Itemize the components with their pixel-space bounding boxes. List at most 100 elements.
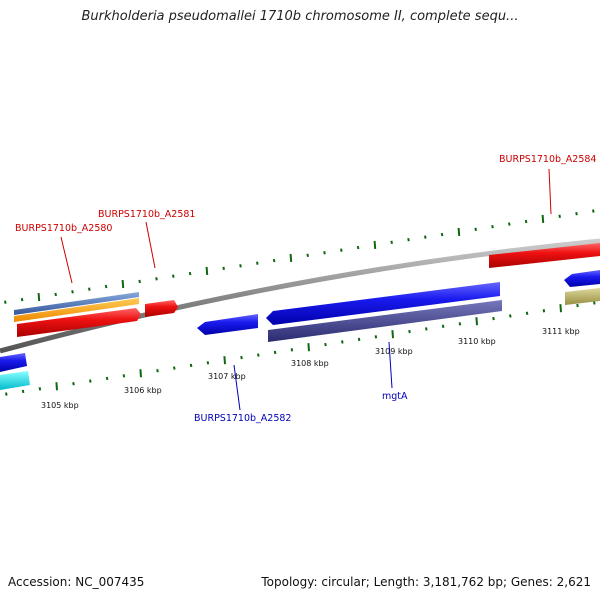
gc-tick	[425, 327, 428, 331]
gene-label-leader	[60, 236, 73, 284]
gc-tick	[441, 324, 445, 329]
gc-tick	[272, 258, 276, 263]
gene-label-leader	[548, 168, 552, 215]
gc-tick	[407, 238, 410, 242]
gc-tick	[206, 361, 210, 365]
rna-feature-steelblue[interactable]	[14, 292, 139, 315]
ruler-tick-label: 3106 kbp	[124, 386, 162, 395]
gc-ticks-upper	[4, 209, 595, 304]
gene-arrow-reverse[interactable]	[197, 314, 258, 335]
gc-tick	[189, 363, 193, 368]
gc-tick	[205, 266, 209, 276]
topology-text: Topology: circular; Length: 3,181,762 bp…	[261, 575, 591, 589]
gc-tick	[307, 343, 310, 352]
gc-tick	[104, 284, 108, 289]
gc-tick	[188, 271, 192, 276]
gene-label[interactable]: mgtA	[382, 391, 408, 402]
ruler-tick-label: 3109 kbp	[375, 347, 413, 356]
gc-tick	[492, 316, 495, 321]
gene-label-leader	[388, 341, 393, 389]
gc-tick	[21, 389, 25, 394]
gc-tick	[88, 287, 91, 291]
gene-arrow-reverse[interactable]	[266, 282, 500, 325]
gc-tick	[356, 245, 360, 250]
gene-label[interactable]: BURPS1710b_A2582	[194, 413, 291, 424]
gc-tick	[524, 219, 528, 224]
gene-label-leader	[145, 221, 156, 269]
ruler-tick-label: 3105 kbp	[41, 401, 79, 410]
gc-tick	[340, 248, 343, 252]
gc-tick	[54, 292, 57, 297]
gc-tick	[457, 227, 461, 236]
gc-tick	[72, 381, 75, 386]
gc-tick	[593, 301, 596, 305]
ruler-tick-label: 3111 kbp	[542, 327, 580, 336]
rna-feature-slate[interactable]	[268, 300, 502, 342]
gene-labels: BURPS1710b_A2584 BURPS1710b_A2581 BURPS171…	[15, 154, 596, 424]
gc-tick	[172, 274, 175, 278]
gene-arrow-forward[interactable]	[489, 243, 600, 268]
gene-label[interactable]: BURPS1710b_A2584	[499, 154, 596, 165]
gc-tick	[509, 314, 512, 318]
chromosome-backbone	[0, 238, 600, 354]
gene-arrow-reverse[interactable]	[0, 353, 27, 372]
gc-tick	[173, 366, 176, 370]
gc-tick	[256, 261, 259, 265]
gc-tick	[357, 337, 361, 342]
gc-tick	[273, 350, 277, 355]
gc-tick	[257, 353, 260, 357]
gc-tick	[541, 214, 545, 223]
gc-tick	[239, 264, 242, 268]
gc-tick	[525, 311, 529, 316]
rna-feature-olive[interactable]	[565, 288, 600, 305]
accession-text: Accession: NC_007435	[8, 575, 145, 589]
gc-tick	[306, 253, 309, 258]
gene-label-leader	[233, 364, 241, 411]
gc-tick	[71, 290, 74, 294]
ruler-tick-label: 3107 kbp	[208, 372, 246, 381]
gc-tick	[474, 227, 477, 232]
gc-tick	[290, 348, 294, 352]
rna-feature-cyan[interactable]	[0, 371, 30, 390]
gene-label[interactable]: BURPS1710b_A2580	[15, 223, 112, 234]
gc-tick	[558, 214, 561, 218]
gc-tick	[38, 387, 42, 391]
gc-tick	[20, 297, 24, 302]
gc-tick	[156, 368, 159, 373]
map-title: Burkholderia pseudomallei 1710b chromoso…	[81, 9, 519, 24]
gc-tick	[575, 211, 578, 216]
gc-tick	[4, 300, 7, 304]
gc-tick	[122, 374, 126, 378]
gc-tick	[341, 340, 344, 344]
gc-tick	[138, 279, 141, 284]
gc-tick	[458, 322, 462, 326]
gc-tick	[323, 251, 326, 255]
gene-label[interactable]: BURPS1710b_A2581	[98, 209, 195, 220]
ruler-labels: 3105 kbp 3106 kbp 3107 kbp 3108 kbp 3109 kbp…	[41, 327, 580, 410]
gc-tick	[373, 240, 377, 250]
gc-tick	[222, 266, 225, 271]
gc-tick	[559, 304, 562, 313]
gc-tick	[374, 335, 378, 339]
gc-tick	[424, 235, 427, 239]
gc-tick	[121, 279, 125, 289]
gc-tick	[324, 342, 327, 347]
gc-tick	[240, 355, 243, 360]
gc-tick	[223, 356, 226, 365]
gene-arrow-reverse[interactable]	[564, 270, 600, 287]
gc-tick	[390, 240, 393, 245]
gc-tick	[89, 379, 92, 383]
gene-arrow-forward[interactable]	[17, 308, 141, 337]
gc-tick	[37, 292, 41, 302]
gc-tick	[5, 392, 8, 396]
gc-tick	[289, 253, 293, 263]
gc-tick	[105, 376, 109, 381]
gc-tick	[475, 317, 478, 326]
gc-tick	[408, 329, 411, 334]
ruler-tick-label: 3108 kbp	[291, 359, 329, 368]
rna-feature-orange[interactable]	[14, 298, 139, 322]
gc-tick	[155, 277, 158, 281]
gene-arrow-forward[interactable]	[145, 300, 178, 317]
gc-tick	[491, 225, 494, 229]
